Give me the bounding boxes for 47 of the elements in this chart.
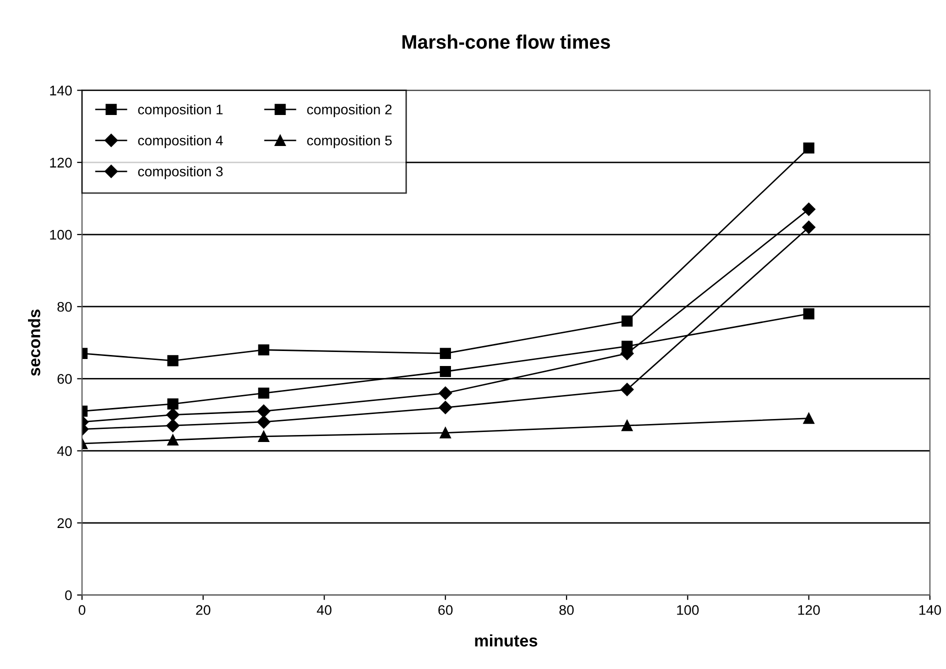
legend-label: composition 1 — [138, 104, 223, 118]
y-tick-label: 100 — [50, 230, 72, 240]
point — [166, 408, 180, 422]
y-tick-label: 120 — [50, 158, 72, 168]
x-tick-label: 80 — [559, 605, 574, 615]
point — [258, 344, 270, 356]
point — [167, 355, 178, 366]
point — [803, 308, 814, 320]
x-tick-label: 100 — [677, 605, 699, 615]
point — [620, 382, 634, 396]
point — [258, 388, 270, 399]
x-tick-label: 120 — [798, 605, 820, 615]
point — [257, 415, 270, 429]
y-tick-label: 20 — [58, 518, 72, 528]
point — [166, 418, 180, 432]
point — [802, 220, 816, 234]
x-axis-title: minutes — [475, 634, 538, 647]
y-axis-title: seconds — [28, 310, 40, 376]
x-tick-label: 60 — [438, 605, 453, 615]
chart-title: Marsh-cone flow times — [402, 34, 610, 49]
legend-label: composition 5 — [307, 135, 392, 148]
point — [802, 202, 816, 216]
point — [622, 315, 633, 327]
x-tick-label: 40 — [316, 605, 332, 615]
point — [622, 420, 633, 432]
point — [440, 348, 451, 360]
point — [803, 142, 814, 154]
y-tick-label: 0 — [65, 590, 72, 600]
legend-label: composition 2 — [307, 104, 392, 118]
y-tick-label: 140 — [50, 86, 72, 96]
y-tick-label: 80 — [57, 302, 72, 312]
point — [257, 404, 270, 418]
y-tick-label: 40 — [57, 446, 72, 456]
legend-label: composition 4 — [138, 135, 223, 148]
point — [438, 400, 452, 414]
x-tick-label: 0 — [78, 605, 86, 615]
point — [803, 412, 814, 424]
x-tick-label: 140 — [919, 605, 941, 615]
point — [440, 427, 451, 438]
point — [440, 366, 451, 378]
point — [258, 430, 270, 442]
y-tick-label: 60 — [58, 374, 72, 384]
point — [438, 386, 452, 400]
x-tick-label: 20 — [196, 605, 210, 615]
point — [167, 434, 178, 446]
legend-label: composition 3 — [138, 166, 223, 180]
point — [167, 398, 178, 410]
